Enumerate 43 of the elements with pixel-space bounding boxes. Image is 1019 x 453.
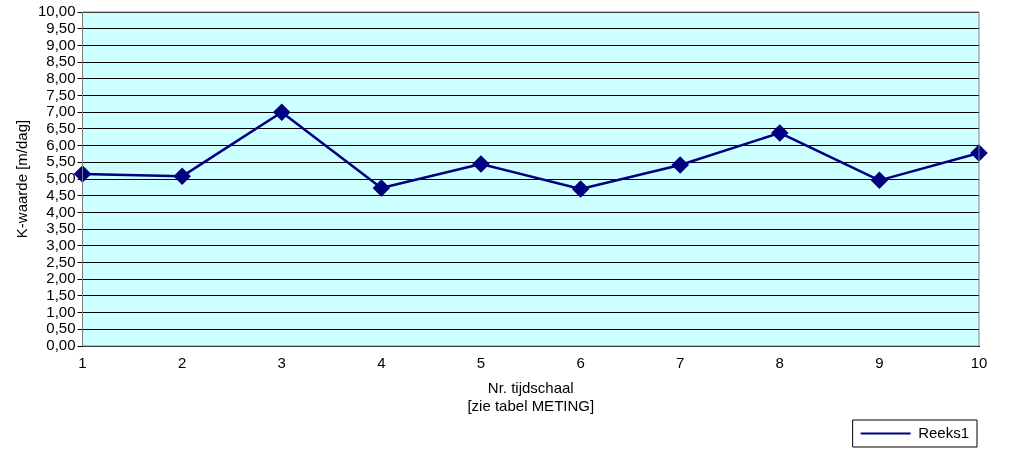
y-tick-label: 2,00 xyxy=(46,269,76,287)
point xyxy=(871,172,888,189)
point xyxy=(671,156,689,174)
y-tick-label: 8,00 xyxy=(46,68,76,86)
point xyxy=(74,165,91,183)
y-tick-label: 7,50 xyxy=(46,85,76,103)
y-axis-title: K-waarde [m/dag] xyxy=(13,119,31,239)
y-tick-label: 4,00 xyxy=(46,202,76,220)
x-tick-label: 7 xyxy=(676,354,685,372)
legend-label: Reeks1 xyxy=(918,423,969,441)
y-tick-label: 5,50 xyxy=(46,152,76,170)
y-tick-label: 2,50 xyxy=(46,252,76,270)
point xyxy=(273,103,290,121)
y-tick-label: 0,50 xyxy=(46,319,76,337)
y-tick-label: 4,50 xyxy=(46,185,76,203)
point xyxy=(373,179,390,197)
y-tick-label: 10,00 xyxy=(37,2,76,20)
point xyxy=(572,180,589,198)
x-tick-label: 3 xyxy=(277,354,286,372)
y-tick-label: 6,50 xyxy=(46,119,76,137)
y-tick-label: 1,50 xyxy=(46,286,76,304)
y-tick-label: 3,50 xyxy=(46,219,76,237)
y-tick-label: 5,00 xyxy=(46,169,76,187)
x-tick-label: 1 xyxy=(78,354,87,372)
y-tick-label: 7,00 xyxy=(46,102,76,120)
x-tick-label: 2 xyxy=(177,354,187,372)
x-tick-label: 9 xyxy=(875,354,884,372)
y-tick-label: 6,00 xyxy=(46,135,76,153)
x-tick-label: 8 xyxy=(775,354,784,372)
y-tick-label: 8,50 xyxy=(46,52,76,70)
x-tick-label: 6 xyxy=(576,354,585,372)
y-tick-label: 0,00 xyxy=(46,336,76,354)
y-tick-label: 3,00 xyxy=(46,235,76,253)
point xyxy=(173,168,191,185)
y-tick-label: 1,00 xyxy=(46,302,76,320)
y-tick-label: 9,00 xyxy=(46,35,76,53)
x-tick-label: 5 xyxy=(476,354,486,372)
x-axis-title: Nr. tijdschaal [zie tabel METING] xyxy=(467,379,595,415)
point xyxy=(472,155,490,173)
y-tick-label: 9,50 xyxy=(46,18,76,36)
x-tick-label: 4 xyxy=(377,354,386,372)
point xyxy=(771,124,789,142)
x-tick-label: 10 xyxy=(970,354,988,372)
